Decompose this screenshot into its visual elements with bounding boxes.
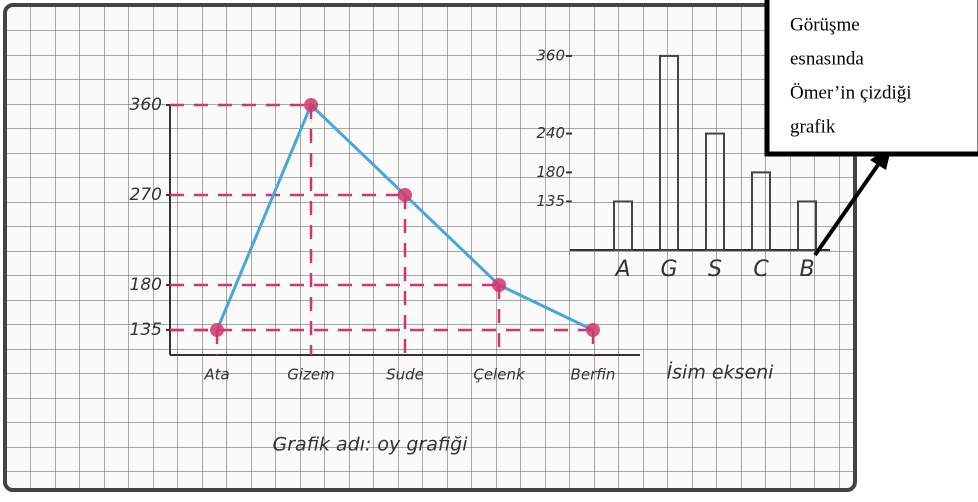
- y-tick-label: 180: [130, 275, 162, 295]
- x-tick-label: S: [708, 257, 722, 282]
- y-tick-label: 180: [536, 163, 565, 181]
- chart-title: Grafik adı: oy grafiği: [273, 434, 469, 456]
- x-tick-label: B: [799, 257, 814, 282]
- x-tick-label: Gizem: [287, 366, 335, 384]
- page: {"chart_data": [ {"type": "line", "title…: [0, 0, 978, 498]
- data-point: [492, 278, 506, 292]
- x-tick-label: G: [660, 257, 677, 282]
- y-tick-label: 135: [536, 192, 565, 210]
- callout-text: esnasında: [790, 48, 864, 69]
- screenshot: 135 180 270 360 Ata Gizem Sude Çelenk Berfin İsim…: [0, 0, 978, 498]
- callout-text: grafik: [790, 116, 836, 137]
- y-tick-label: 270: [130, 185, 162, 205]
- x-tick-label: C: [753, 257, 769, 282]
- grid-paper: [5, 5, 855, 490]
- x-tick-label: Sude: [386, 366, 424, 384]
- y-tick-label: 135: [130, 320, 162, 340]
- x-tick-label: Berfin: [571, 366, 616, 384]
- y-tick-label: 240: [536, 124, 565, 142]
- data-point: [398, 188, 412, 202]
- x-axis-label: İsim ekseni: [667, 361, 775, 384]
- y-tick-label: 360: [130, 95, 162, 115]
- y-tick-label: 360: [536, 46, 565, 64]
- callout-text: Görüşme: [790, 14, 860, 35]
- data-point: [210, 323, 224, 337]
- x-tick-label: A: [613, 257, 630, 282]
- callout-text: Ömer’in çizdiği: [790, 82, 912, 103]
- data-point: [304, 98, 318, 112]
- data-point: [586, 323, 600, 337]
- x-tick-label: Ata: [203, 366, 229, 384]
- x-tick-label: Çelenk: [473, 366, 526, 384]
